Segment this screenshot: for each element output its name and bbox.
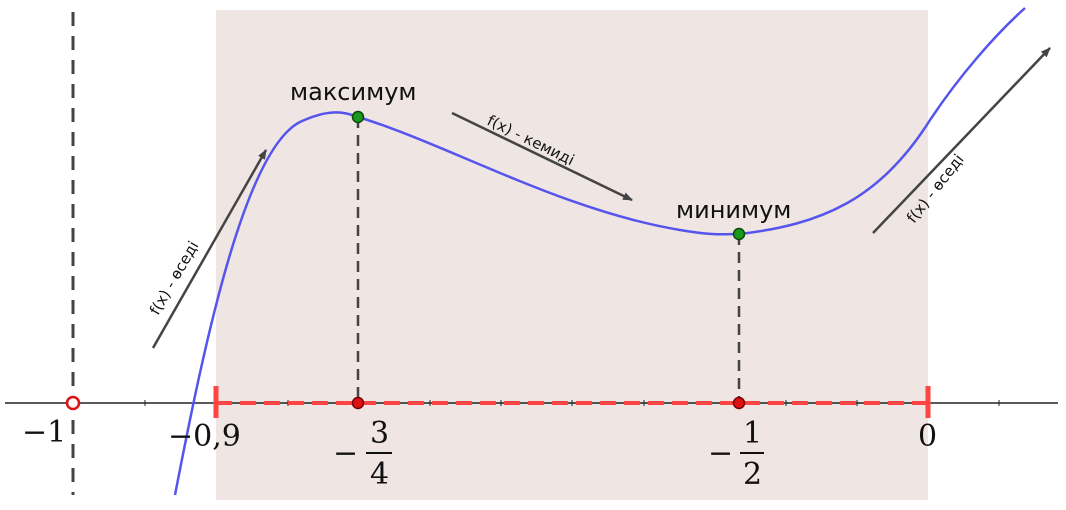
critical-point-minus-half <box>732 396 746 410</box>
fraction-minus-sign: − <box>333 436 358 471</box>
maximum-point <box>351 110 365 124</box>
critical-point-minus-three-quarters <box>351 396 365 410</box>
tick-label-minus-half: − 1 2 <box>708 416 764 492</box>
excluded-point-minus-one <box>65 395 81 411</box>
function-curve <box>173 7 1026 496</box>
tick-label-minus-three-quarters: − 3 4 <box>333 416 392 492</box>
minimum-label: минимум <box>676 196 791 224</box>
tick-label-minus-one: −1 <box>22 415 66 450</box>
interval-region <box>216 10 928 500</box>
fraction-numerator: 1 <box>743 416 762 451</box>
increasing-arrow-right <box>872 47 1051 234</box>
minimum-point <box>732 227 746 241</box>
decreasing-arrow <box>451 111 633 202</box>
fraction-numerator: 3 <box>370 416 389 451</box>
fraction-denominator: 2 <box>743 457 762 492</box>
maximum-label: максимум <box>290 78 417 106</box>
tick-label-zero: 0 <box>918 419 937 454</box>
fraction-denominator: 4 <box>370 457 389 492</box>
increasing-arrow-left <box>151 149 268 349</box>
tick-label-minus-point-nine: −0,9 <box>168 419 241 454</box>
fraction-minus-sign: − <box>708 436 733 471</box>
